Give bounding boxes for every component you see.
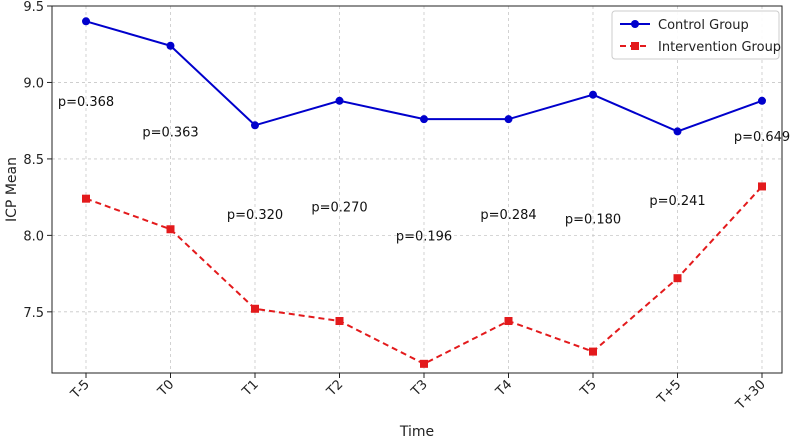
y-tick-label: 9.5 [23,0,44,15]
y-tick-label: 8.0 [23,229,44,244]
data-point-intervention [420,359,428,368]
data-point-intervention [673,274,682,283]
x-tick-label: T2 [324,377,347,400]
p-value-label: p=0.363 [142,125,198,140]
plot-frame [51,5,783,374]
x-tick-label: T+30 [732,377,768,413]
x-tick-label: T3 [408,377,431,400]
x-tick-label: T-5 [68,377,93,402]
data-point-intervention [589,347,597,356]
p-value-label: p=0.180 [565,213,621,228]
data-point-control [335,96,344,105]
data-point-intervention [166,225,175,234]
y-tick-label: 9.0 [23,76,44,91]
data-point-intervention [758,182,766,191]
x-tick-label: T5 [577,377,600,400]
data-point-control [758,96,766,105]
data-point-control [589,90,597,99]
series-line-intervention [85,185,763,365]
x-tick-label: T+5 [654,377,684,407]
data-point-intervention [504,317,513,326]
x-tick-label: T1 [239,377,262,400]
series [82,17,766,368]
data-point-control [673,127,682,136]
legend-box [611,10,780,60]
y-tick-label: 8.5 [23,153,44,168]
p-value-label: p=0.320 [227,208,283,223]
y-tick-label: 7.5 [23,306,44,321]
y-axis-title: ICP Mean [4,157,20,222]
p-value-annotations: p=0.368 p=0.363 p=0.320 p=0.270 p=0.196 p=0.2… [58,95,790,245]
data-point-control [166,41,175,50]
legend-label: Intervention Group [658,40,781,55]
data-point-control [504,115,513,124]
legend-marker-control [631,20,639,28]
p-value-label: p=0.241 [649,194,705,209]
p-value-label: p=0.284 [480,208,536,223]
data-point-control [82,17,90,26]
p-value-label: p=0.649 [734,130,790,145]
legend-label: Control Group [658,18,749,33]
data-point-control [420,115,428,124]
grid-lines [52,5,782,373]
x-tick-label: T0 [155,377,178,400]
x-tick-label: T4 [493,377,516,400]
x-axis-title: Time [399,424,434,439]
data-point-intervention [82,194,90,203]
p-value-label: p=0.196 [396,229,452,244]
legend: Control Group Intervention Group [611,10,781,60]
data-point-control [251,121,259,130]
data-point-intervention [335,317,344,326]
data-point-intervention [251,304,259,313]
legend-marker-intervention [631,42,639,50]
p-value-label: p=0.368 [58,95,114,110]
p-value-label: p=0.270 [311,200,367,215]
